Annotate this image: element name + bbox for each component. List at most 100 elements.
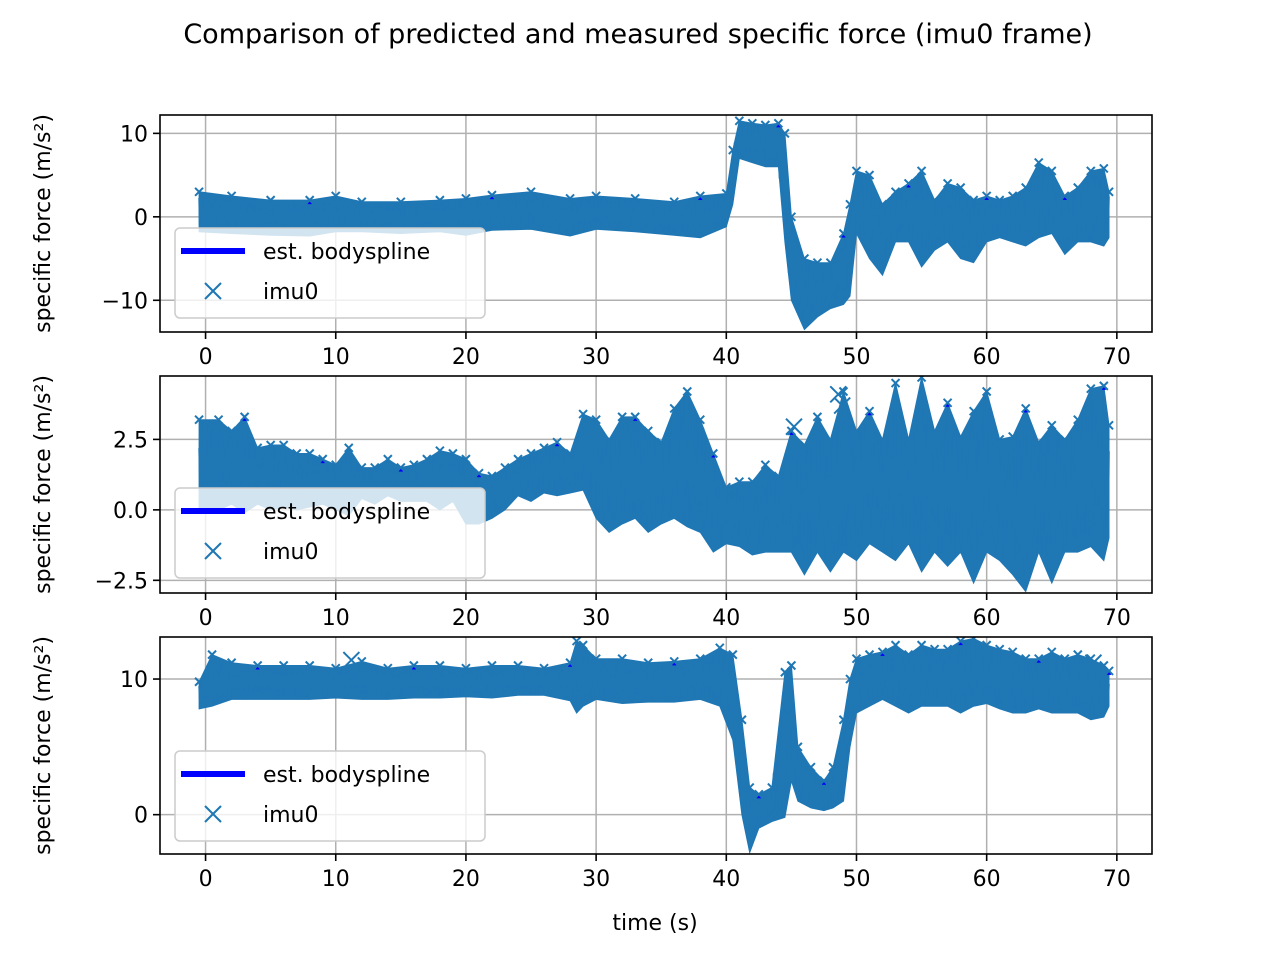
imu0-marker — [513, 660, 523, 671]
x-marker-stroke — [565, 448, 575, 459]
x-marker-stroke — [786, 426, 797, 436]
x-marker-stroke — [747, 476, 758, 487]
x-tick-label: 0 — [199, 606, 213, 631]
x-marker-stroke — [578, 409, 588, 419]
x-marker-stroke — [890, 378, 901, 388]
x-marker-stroke — [728, 649, 738, 660]
subplot-bottom: 0 10 20 30 40 50 60 70 0 10 specific force (m/s²) e… — [31, 636, 1153, 892]
imu0-marker — [715, 643, 725, 653]
x-marker-stroke — [1047, 166, 1057, 176]
x-marker-stroke — [812, 412, 823, 422]
x-marker-stroke — [955, 431, 966, 442]
imu0-marker — [396, 462, 406, 473]
imu0-marker — [1099, 163, 1109, 174]
imu0-marker — [916, 166, 927, 176]
x-marker-stroke — [721, 188, 732, 199]
x-marker-stroke — [708, 448, 718, 459]
x-marker-stroke — [396, 462, 406, 473]
imu0-marker — [851, 653, 862, 664]
x-marker-stroke — [838, 715, 849, 725]
x-marker-stroke — [833, 396, 851, 415]
x-marker-stroke — [1104, 420, 1114, 431]
imu0-marker — [780, 128, 790, 139]
series-est-bodyspline — [242, 386, 1106, 478]
x-marker-stroke — [1086, 383, 1096, 394]
x-marker-stroke — [1073, 414, 1083, 425]
imu0-marker — [903, 434, 914, 445]
x-marker-stroke — [1060, 191, 1070, 201]
x-marker-stroke — [305, 660, 315, 671]
x-marker-stroke — [265, 440, 276, 450]
imu0-marker — [877, 434, 888, 445]
imu0-marker — [728, 145, 738, 155]
imu0-marker — [760, 120, 771, 130]
x-marker-stroke — [994, 195, 1005, 205]
imu0-marker — [981, 640, 992, 650]
x-marker-stroke — [1047, 647, 1057, 657]
x-marker-stroke — [851, 653, 862, 664]
x-marker-stroke — [513, 660, 523, 671]
imu0-trace — [198, 641, 1110, 837]
x-marker-stroke — [526, 448, 536, 459]
imu0-marker — [305, 195, 315, 205]
imu0-marker — [357, 462, 367, 473]
imu0-outlier-marker — [829, 385, 847, 404]
x-marker-stroke — [239, 412, 250, 422]
x-tick-label: 60 — [973, 345, 1001, 370]
x-marker-stroke — [1021, 653, 1031, 664]
imu0-marker — [721, 482, 732, 493]
x-tick-label: 40 — [712, 606, 740, 631]
x-marker-stroke — [1086, 653, 1096, 664]
imu0-marker — [890, 378, 901, 388]
imu0-marker — [1047, 166, 1057, 176]
x-marker-stroke — [226, 191, 237, 201]
x-marker-stroke — [994, 434, 1005, 445]
x-marker-stroke — [760, 120, 771, 130]
est-bodyspline-segment — [307, 201, 312, 205]
x-marker-stroke — [812, 258, 823, 268]
x-marker-stroke — [715, 643, 725, 653]
series-est-bodyspline — [255, 642, 1112, 799]
imu0-marker — [630, 412, 640, 422]
imu0-outlier-marker — [342, 651, 361, 669]
imu0-marker — [578, 640, 588, 650]
x-marker-stroke — [331, 460, 341, 470]
legend-handle-imu0 — [204, 542, 222, 560]
x-marker-stroke — [825, 434, 836, 445]
series-est-bodyspline — [307, 124, 1067, 238]
x-marker-stroke — [994, 644, 1005, 654]
x-marker-stroke — [1047, 420, 1057, 431]
imu0-marker — [1060, 434, 1070, 445]
legend: est. bodyspline imu0 — [174, 487, 486, 579]
imu0-marker — [845, 674, 855, 684]
imu0-marker — [981, 191, 992, 201]
x-marker-stroke — [565, 658, 575, 668]
x-marker-stroke — [1021, 403, 1031, 414]
x-marker-stroke — [1007, 647, 1018, 657]
x-marker-stroke — [252, 443, 263, 453]
est-bodyspline-segment — [776, 124, 781, 128]
imu0-marker — [539, 663, 549, 673]
imu0-marker — [916, 376, 927, 383]
imu0-marker — [1047, 420, 1057, 431]
x-marker-stroke — [344, 443, 354, 453]
imu0-marker — [669, 656, 679, 667]
axes-frame — [159, 636, 1153, 855]
imu0-marker — [851, 426, 862, 436]
x-marker-stroke — [981, 191, 992, 201]
x-marker-stroke — [838, 386, 849, 397]
imu0-marker — [1086, 383, 1096, 394]
x-marker-stroke — [916, 376, 925, 383]
ticks: 0 10 20 30 40 50 60 70 0 10 — [120, 668, 1131, 892]
imu0-marker — [747, 118, 758, 129]
x-marker-stroke — [342, 651, 361, 669]
est-bodyspline-segment — [398, 468, 403, 472]
x-marker-stroke — [942, 644, 953, 654]
x-marker-stroke — [500, 462, 510, 473]
x-marker-stroke — [903, 178, 914, 189]
x-marker-stroke — [204, 282, 222, 300]
est-bodyspline-segment — [672, 662, 677, 666]
imu0-marker — [786, 660, 797, 671]
imu0-marker — [226, 658, 237, 668]
